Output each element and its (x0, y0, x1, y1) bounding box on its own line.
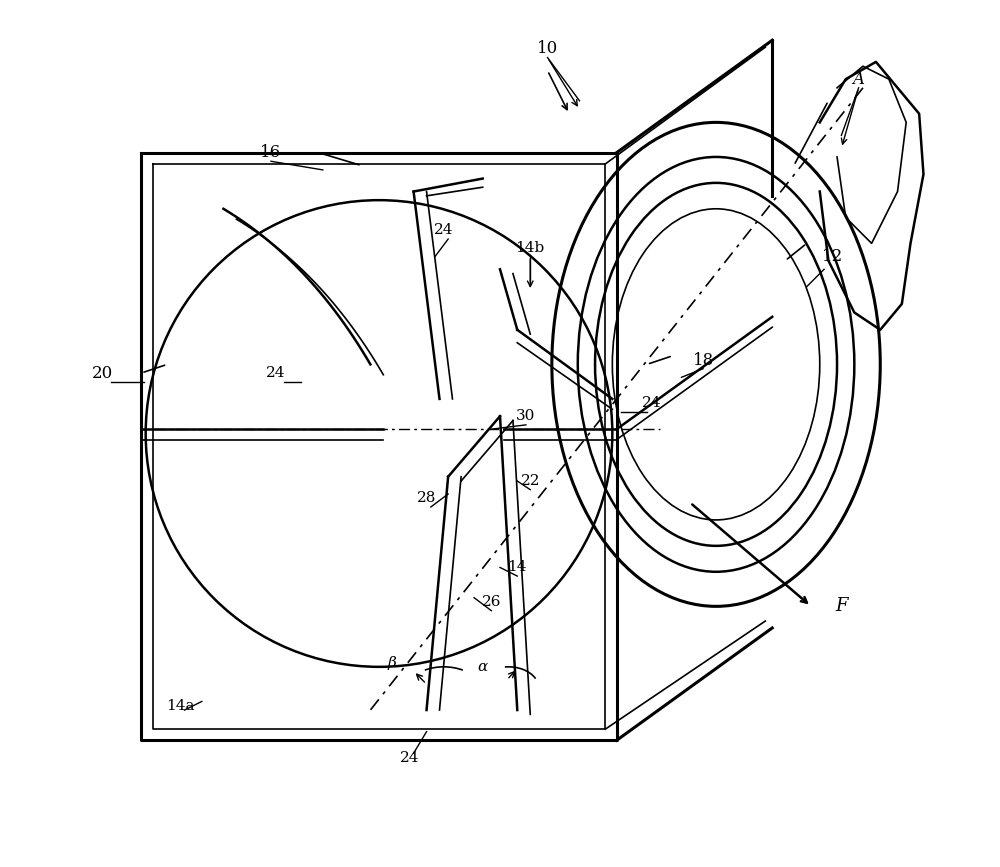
Text: 20: 20 (92, 364, 113, 381)
Text: 24: 24 (641, 396, 661, 410)
Text: 12: 12 (822, 248, 843, 264)
Text: 24: 24 (400, 751, 419, 765)
Text: 22: 22 (520, 474, 540, 488)
Text: 26: 26 (482, 595, 501, 609)
Text: 14b: 14b (516, 241, 545, 255)
Text: α: α (478, 660, 488, 674)
Text: F: F (835, 597, 848, 616)
Text: β: β (388, 655, 396, 669)
Text: 14: 14 (508, 560, 527, 575)
Text: A: A (853, 71, 865, 88)
Text: 24: 24 (434, 224, 454, 238)
Text: 14a: 14a (166, 699, 194, 713)
Text: 16: 16 (260, 144, 282, 161)
Text: 28: 28 (417, 492, 436, 505)
Text: 10: 10 (537, 41, 558, 57)
Text: 30: 30 (516, 409, 536, 423)
Text: 24: 24 (266, 366, 285, 380)
Text: 18: 18 (692, 351, 714, 368)
